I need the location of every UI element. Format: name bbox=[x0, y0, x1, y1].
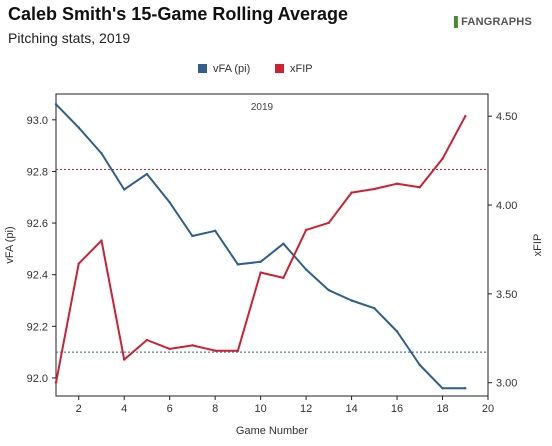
data-point-xfip bbox=[373, 187, 376, 191]
data-point-xfip bbox=[441, 157, 444, 161]
legend-label-vfa: vFA (pi) bbox=[213, 63, 250, 75]
fangraphs-logo: ❚FANGRAPHS bbox=[451, 14, 532, 28]
data-point-vfa bbox=[304, 268, 308, 271]
data-point-xfip bbox=[77, 262, 80, 265]
data-point-xfip bbox=[100, 239, 103, 242]
y-left-tick-label: 92.0 bbox=[27, 373, 48, 385]
y-left-tick-label: 92.6 bbox=[27, 218, 48, 230]
legend-swatch-vfa bbox=[198, 64, 207, 73]
data-point-xfip bbox=[418, 186, 421, 189]
legend: vFA (pi) xFIP bbox=[198, 63, 313, 75]
data-point-vfa bbox=[100, 152, 103, 155]
x-tick-label: 4 bbox=[121, 403, 127, 415]
plot-frame bbox=[55, 93, 489, 397]
y-right-tick-label: 3.00 bbox=[496, 378, 517, 390]
data-point-vfa bbox=[123, 188, 126, 191]
data-point-xfip bbox=[236, 349, 240, 352]
data-point-vfa bbox=[168, 201, 171, 204]
legend-label-xfip: xFIP bbox=[290, 63, 313, 75]
y-left-tick-label: 93.0 bbox=[27, 115, 48, 127]
series-line-vfa bbox=[55, 103, 466, 390]
x-axis-label: Game Number bbox=[236, 425, 308, 437]
data-point-vfa bbox=[282, 242, 285, 245]
data-point-vfa bbox=[54, 103, 58, 106]
data-point-xfip bbox=[145, 338, 149, 342]
data-point-vfa bbox=[395, 330, 399, 333]
x-tick-label: 16 bbox=[391, 403, 403, 415]
y-left-tick-label: 92.4 bbox=[27, 270, 48, 282]
brand-mark-icon: ❚ bbox=[450, 14, 462, 28]
data-point-xfip bbox=[168, 347, 171, 351]
data-point-vfa bbox=[145, 172, 149, 176]
data-point-vfa bbox=[418, 363, 421, 367]
x-tick-label: 14 bbox=[345, 403, 357, 415]
x-tick-label: 8 bbox=[212, 403, 218, 415]
data-point-vfa bbox=[350, 299, 353, 302]
y-axis-label-right: xFIP bbox=[532, 234, 544, 257]
x-tick-label: 10 bbox=[255, 403, 267, 415]
data-point-vfa bbox=[191, 234, 194, 238]
data-point-xfip bbox=[282, 276, 285, 280]
data-point-vfa bbox=[259, 260, 262, 263]
x-tick-label: 6 bbox=[167, 403, 173, 415]
data-point-vfa bbox=[77, 126, 80, 129]
data-point-xfip bbox=[327, 221, 331, 224]
y-right-tick-label: 3.50 bbox=[496, 289, 517, 301]
x-tick-label: 2 bbox=[76, 403, 82, 415]
data-point-xfip bbox=[304, 228, 308, 232]
panel-label: 2019 bbox=[251, 102, 274, 113]
x-tick-label: 12 bbox=[300, 403, 312, 415]
data-point-xfip bbox=[191, 344, 194, 347]
y-axis-label-left: vFA (pi) bbox=[4, 226, 16, 263]
legend-swatch-xfip bbox=[275, 64, 284, 73]
data-point-xfip bbox=[123, 358, 126, 361]
data-point-vfa bbox=[464, 387, 467, 390]
data-point-xfip bbox=[213, 349, 217, 352]
data-point-vfa bbox=[441, 387, 444, 390]
data-point-xfip bbox=[464, 115, 467, 118]
data-point-xfip bbox=[259, 271, 262, 274]
data-point-xfip bbox=[395, 182, 399, 185]
x-tick-label: 20 bbox=[482, 403, 494, 415]
brand-text: FANGRAPHS bbox=[461, 16, 532, 28]
data-point-vfa bbox=[213, 229, 217, 233]
data-point-vfa bbox=[236, 263, 240, 266]
y-left-tick-label: 92.8 bbox=[27, 166, 48, 178]
y-right-tick-label: 4.00 bbox=[496, 200, 517, 212]
x-tick-label: 18 bbox=[436, 403, 448, 415]
data-point-vfa bbox=[373, 307, 376, 310]
y-right-tick-label: 4.50 bbox=[496, 111, 517, 123]
y-left-tick-label: 92.2 bbox=[27, 321, 48, 333]
data-point-vfa bbox=[327, 288, 331, 292]
data-point-xfip bbox=[350, 191, 353, 194]
chart-subtitle: Pitching stats, 2019 bbox=[8, 30, 131, 46]
chart-title: Caleb Smith's 15-Game Rolling Average bbox=[8, 4, 349, 24]
data-point-xfip bbox=[54, 381, 58, 384]
